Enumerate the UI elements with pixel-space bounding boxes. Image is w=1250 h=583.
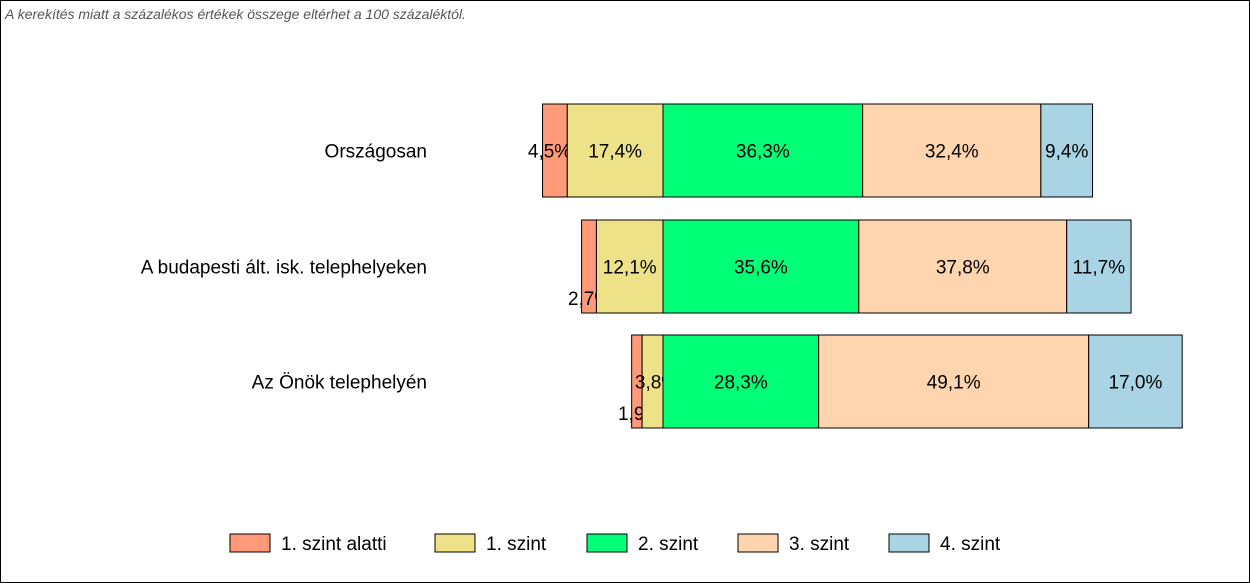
bar-2-szint-2 [662, 219, 860, 314]
value-label-1-szint-2: 12,1% [603, 258, 657, 279]
value-label-2-szint-1: 36,3% [736, 142, 790, 163]
legend-label-2-szint: 2. szint [638, 534, 699, 555]
legend-label-4-szint: 4. szint [940, 534, 1001, 555]
bar-3-szint-1 [862, 103, 1042, 198]
category-label-2: A budapesti ált. isk. telephelyeken [141, 258, 427, 279]
legend-swatch-1-szint [434, 533, 476, 553]
value-label-4-szint-3: 17,0% [1109, 373, 1163, 394]
legend-label-1-szint-alatti: 1. szint alatti [281, 534, 387, 555]
value-label-1-szint-alatti-1: 4,5% [528, 142, 571, 163]
bar-1-szint-2 [595, 219, 664, 314]
bar-4-szint-2 [1066, 219, 1132, 314]
bar-4-szint-1 [1040, 103, 1094, 198]
legend-label-3-szint: 3. szint [789, 534, 850, 555]
value-label-1-szint-1: 17,4% [588, 142, 642, 163]
bar-4-szint-3 [1088, 334, 1183, 429]
legend-swatch-4-szint [888, 533, 930, 553]
legend-swatch-1-szint-alatti [229, 533, 271, 553]
bar-1-szint-1 [566, 103, 664, 198]
category-label-3: Az Önök telephelyén [252, 373, 427, 394]
bar-2-szint-3 [662, 334, 820, 429]
rounding-note: A kerekítés miatt a százalékos értékek ö… [5, 6, 466, 22]
value-label-3-szint-2: 37,8% [936, 258, 990, 279]
legend-swatch-2-szint [586, 533, 628, 553]
legend-swatch-3-szint [737, 533, 779, 553]
value-label-2-szint-2: 35,6% [734, 258, 788, 279]
bar-3-szint-3 [818, 334, 1090, 429]
bar-3-szint-2 [858, 219, 1068, 314]
value-label-4-szint-1: 9,4% [1045, 142, 1088, 163]
category-label-1: Országosan [325, 142, 427, 163]
value-label-4-szint-2: 11,7% [1073, 258, 1126, 279]
legend-label-1-szint: 1. szint [486, 534, 547, 555]
value-label-3-szint-1: 32,4% [925, 142, 979, 163]
value-label-2-szint-3: 28,3% [714, 373, 768, 394]
value-label-3-szint-3: 49,1% [927, 373, 981, 394]
